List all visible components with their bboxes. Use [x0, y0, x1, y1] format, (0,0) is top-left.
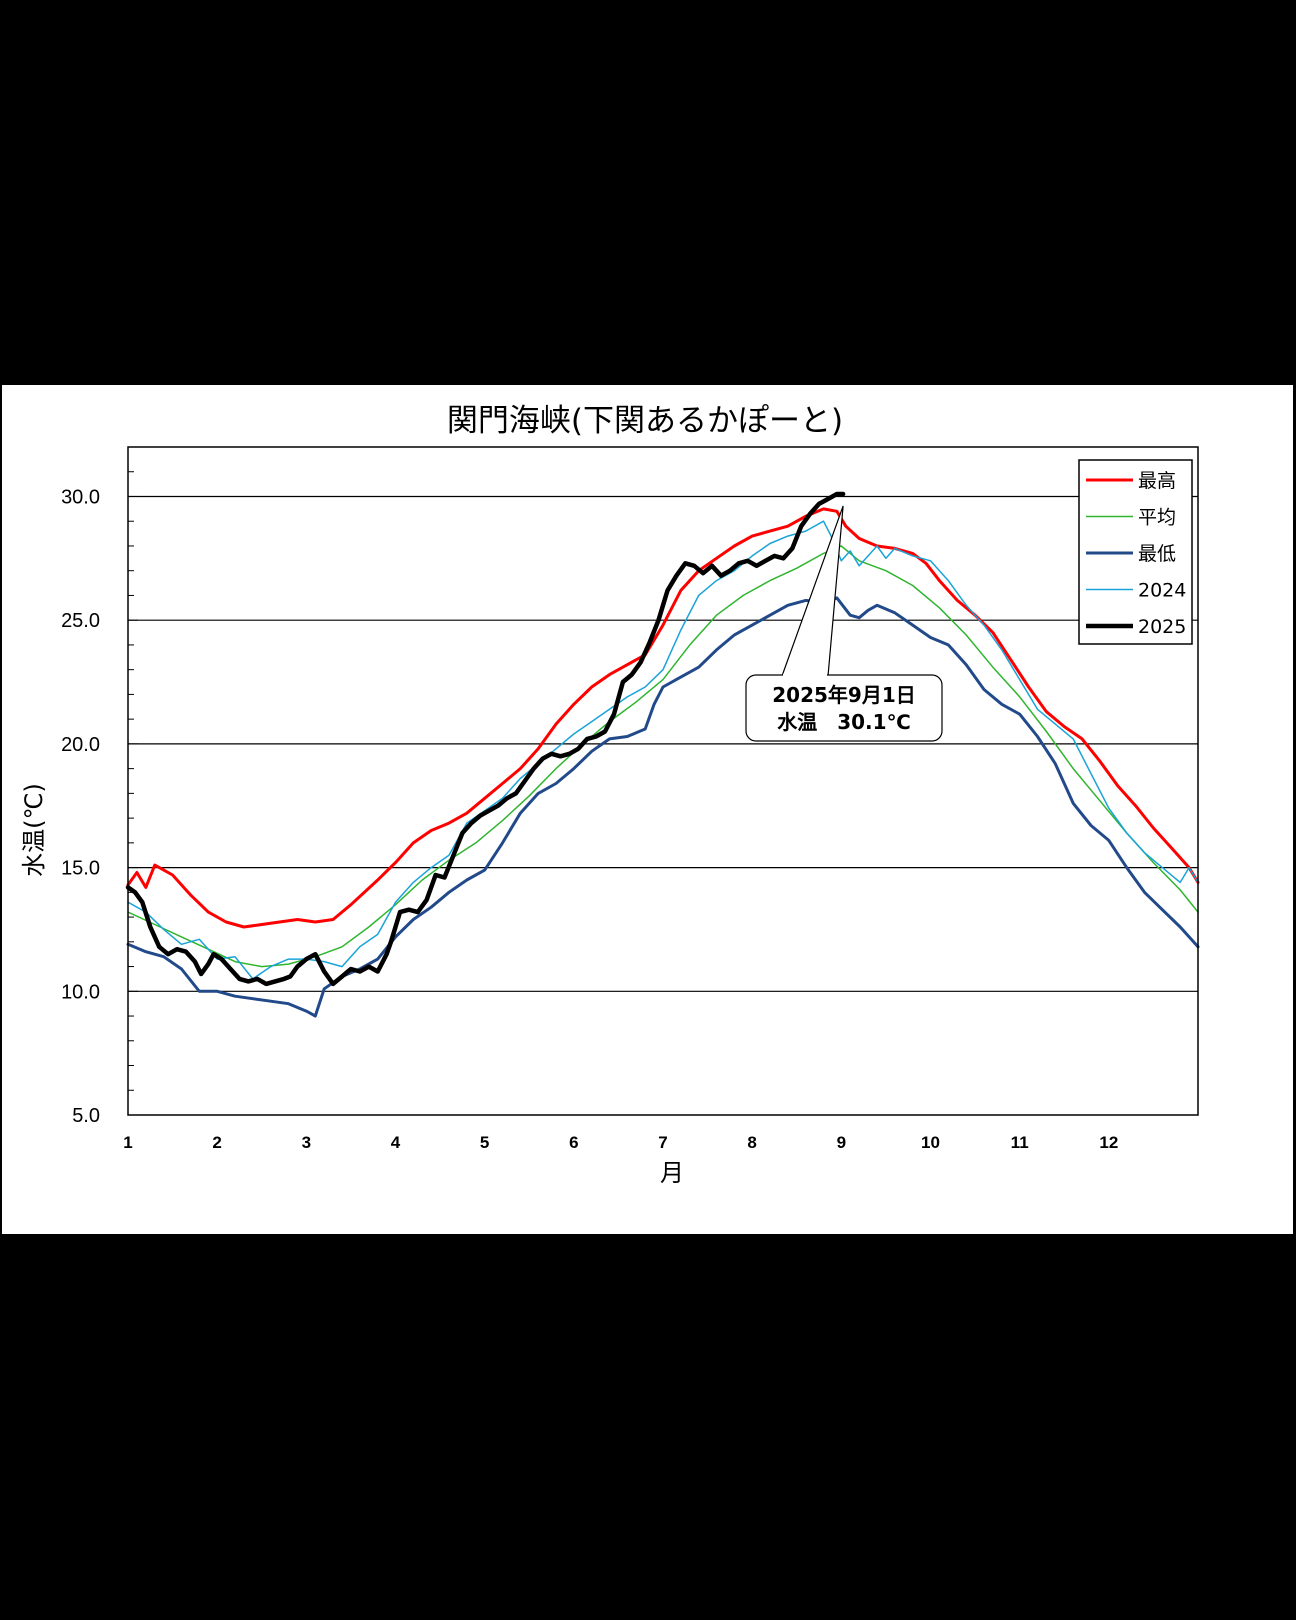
x-tick-label: 4 — [391, 1133, 401, 1152]
x-tick-label: 10 — [921, 1133, 940, 1152]
y-tick-label: 5.0 — [72, 1105, 100, 1127]
x-tick-label: 1 — [123, 1133, 132, 1152]
chart-title: 関門海峡(下関あるかぽーと) — [447, 403, 843, 439]
x-tick-label: 11 — [1011, 1133, 1029, 1152]
legend-label: 2024 — [1138, 580, 1186, 602]
water-temperature-chart: 関門海峡(下関あるかぽーと) 5.0 10.0 15.0 20.0 25.0 30.0 1… — [20, 403, 1200, 1187]
callout-box — [745, 674, 943, 742]
y-tick-label: 15.0 — [61, 858, 100, 880]
y-tick-label: 25.0 — [61, 610, 100, 632]
x-tick-label: 7 — [658, 1133, 667, 1152]
chart-panel: 関門海峡(下関あるかぽーと) 5.0 10.0 15.0 20.0 25.0 30.0 1… — [2, 385, 1293, 1234]
x-tick-label: 5 — [480, 1133, 489, 1152]
x-tick-label: 9 — [837, 1133, 846, 1152]
x-axis: 1 2 3 4 5 6 7 8 9 10 11 12 — [123, 1133, 1118, 1152]
y-tick-label: 20.0 — [61, 734, 100, 756]
callout-pointer — [781, 505, 844, 677]
legend-label: 最低 — [1138, 543, 1176, 565]
callout-date: 2025年9月1日 — [772, 683, 916, 707]
series-line-最高 — [126, 507, 1200, 929]
x-tick-label: 2 — [212, 1133, 221, 1152]
plot-frame — [127, 446, 1199, 1116]
series-line-2025 — [125, 491, 846, 987]
x-tick-label: 12 — [1099, 1133, 1118, 1152]
x-tick-label: 8 — [747, 1133, 756, 1152]
y-tick-label: 10.0 — [61, 981, 100, 1003]
series-line-最低 — [126, 596, 1200, 1018]
legend-label: 平均 — [1138, 507, 1176, 529]
y-axis-title: 水温(℃) — [20, 783, 48, 877]
callout-temperature: 水温 30.1℃ — [777, 710, 911, 734]
series-layer — [125, 491, 1200, 1018]
x-tick-label: 6 — [569, 1133, 578, 1152]
grid-lines — [128, 495, 1198, 992]
series-line-2024 — [127, 520, 1199, 980]
latest-value-callout: 2025年9月1日 水温 30.1℃ — [745, 505, 943, 742]
y-axis: 5.0 10.0 15.0 20.0 25.0 30.0 — [61, 446, 138, 1127]
x-tick-label: 3 — [302, 1133, 311, 1152]
legend-label: 最高 — [1138, 470, 1176, 492]
x-axis-title: 月 — [660, 1159, 684, 1187]
legend-label: 2025 — [1138, 616, 1186, 638]
y-tick-label: 30.0 — [61, 486, 100, 508]
